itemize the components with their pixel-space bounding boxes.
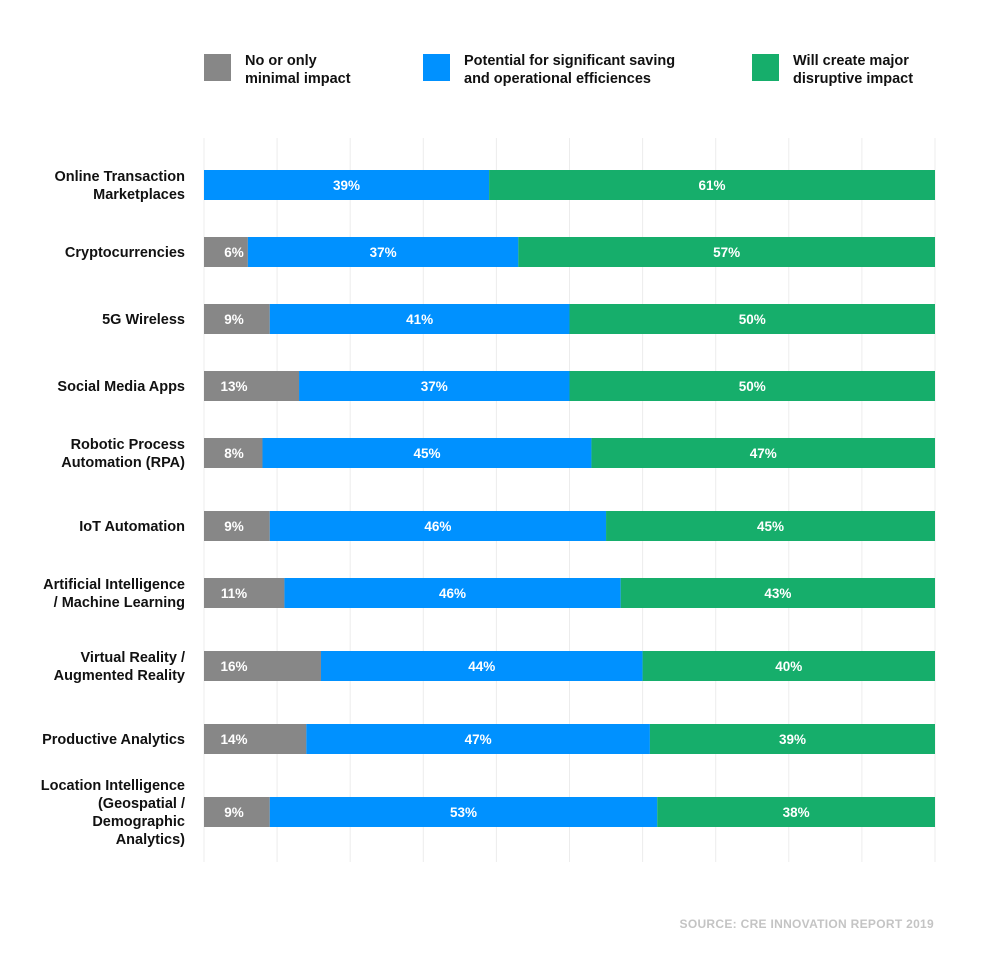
data-label: 38% — [783, 805, 810, 820]
bar-segment — [649, 724, 935, 754]
data-label: 11% — [221, 586, 247, 601]
data-label: 57% — [713, 245, 740, 260]
data-label: 6% — [224, 245, 244, 260]
bar-segment — [204, 438, 263, 468]
bar-segment — [620, 578, 935, 608]
bar-segment — [204, 304, 270, 334]
bar-segment — [204, 651, 321, 681]
bar-segment — [591, 438, 935, 468]
bar-segment — [269, 797, 658, 827]
category-label: 5G Wireless — [102, 312, 185, 328]
bar-segment — [569, 304, 935, 334]
category-label: Marketplaces — [93, 187, 185, 203]
bar-segment — [518, 237, 935, 267]
bar-row: Virtual Reality / Augmented Reality 16% 44%… — [54, 650, 935, 684]
category-label: IoT Automation — [79, 519, 185, 535]
bar-segment — [204, 170, 490, 200]
data-label: 45% — [757, 519, 784, 534]
category-label: Social Media Apps — [57, 379, 185, 395]
bar-segment — [306, 724, 650, 754]
source-note: SOURCE: CRE INNOVATION REPORT 2019 — [679, 917, 934, 931]
data-label: 43% — [764, 586, 791, 601]
bar-row: 5G Wireless 9% 41% 50% — [102, 304, 935, 334]
bar-segment — [606, 511, 935, 541]
bar-segment — [320, 651, 643, 681]
bar-segment — [657, 797, 935, 827]
data-label: 9% — [224, 805, 244, 820]
bar-row: Artificial Intelligence / Machine Learnin… — [43, 577, 935, 611]
category-label: Cryptocurrencies — [65, 245, 185, 261]
category-label: Online Transaction — [54, 169, 185, 185]
bar-segment — [262, 438, 592, 468]
category-label: Analytics) — [116, 832, 185, 848]
legend-swatch-green — [752, 54, 779, 81]
legend-label: No or only minimal impact — [245, 53, 351, 87]
data-label: 53% — [450, 805, 477, 820]
data-label: 50% — [739, 312, 766, 327]
legend-label: Potential for significant saving and ope… — [464, 53, 676, 87]
data-label: 40% — [775, 659, 802, 674]
data-label: 39% — [779, 732, 806, 747]
data-label: 16% — [220, 659, 247, 674]
legend-swatch-gray — [204, 54, 231, 81]
bar-segment — [569, 371, 935, 401]
data-label: 39% — [333, 178, 360, 193]
bar-segment — [204, 578, 285, 608]
bar-row: Cryptocurrencies 6% 37% 57% — [65, 237, 935, 267]
bar-row: Location Intelligence (Geospatial / Demogr… — [41, 778, 935, 848]
bar-row: Robotic Process Automation (RPA) 8% 45% 47% — [61, 437, 935, 471]
data-label: 44% — [468, 659, 495, 674]
category-label: Location Intelligence — [41, 778, 185, 794]
legend-label: Will create major disruptive impact — [793, 53, 914, 87]
data-label: 14% — [220, 732, 247, 747]
data-label: 13% — [220, 379, 247, 394]
legend-item-disruptive-impact: Will create major disruptive impact — [752, 52, 913, 88]
bar-segment — [204, 724, 307, 754]
category-label: Artificial Intelligence — [43, 577, 185, 593]
category-label: Virtual Reality / — [81, 650, 186, 666]
bar-segment — [269, 511, 607, 541]
legend-item-minimal-impact: No or only minimal impact — [204, 52, 351, 88]
data-label: 46% — [439, 586, 466, 601]
bar-segment — [204, 237, 248, 267]
category-label: Productive Analytics — [42, 732, 185, 748]
category-label: Demographic — [92, 814, 185, 830]
data-label: 50% — [739, 379, 766, 394]
bar-segment — [204, 797, 270, 827]
bar-segment — [642, 651, 935, 681]
category-label: (Geospatial / — [98, 796, 185, 812]
data-label: 47% — [750, 446, 777, 461]
data-label: 9% — [224, 312, 244, 327]
category-label: / Machine Learning — [54, 595, 185, 611]
data-label: 37% — [370, 245, 397, 260]
legend-item-significant-saving: Potential for significant saving and ope… — [423, 52, 675, 88]
data-label: 37% — [421, 379, 448, 394]
data-label: 47% — [465, 732, 492, 747]
bar-segment — [204, 511, 270, 541]
bar-segment — [489, 170, 935, 200]
bar-row: Productive Analytics 14% 47% 39% — [42, 724, 935, 754]
bar-segment — [269, 304, 570, 334]
bar-segment — [204, 371, 300, 401]
legend-swatch-blue — [423, 54, 450, 81]
bar-segment — [299, 371, 570, 401]
bar-row: Social Media Apps 13% 37% 50% — [57, 371, 935, 401]
data-label: 46% — [424, 519, 451, 534]
bar-segment — [284, 578, 621, 608]
bar-row: Online Transaction Marketplaces 39% 61% — [54, 169, 935, 203]
category-label: Robotic Process — [71, 437, 185, 453]
data-label: 8% — [224, 446, 244, 461]
bar-row: IoT Automation 9% 46% 45% — [79, 511, 935, 541]
category-label: Augmented Reality — [54, 668, 185, 684]
category-label: Automation (RPA) — [61, 455, 185, 471]
data-label: 61% — [699, 178, 726, 193]
data-label: 9% — [224, 519, 244, 534]
bar-segment — [247, 237, 519, 267]
data-label: 41% — [406, 312, 433, 327]
data-label: 45% — [413, 446, 440, 461]
